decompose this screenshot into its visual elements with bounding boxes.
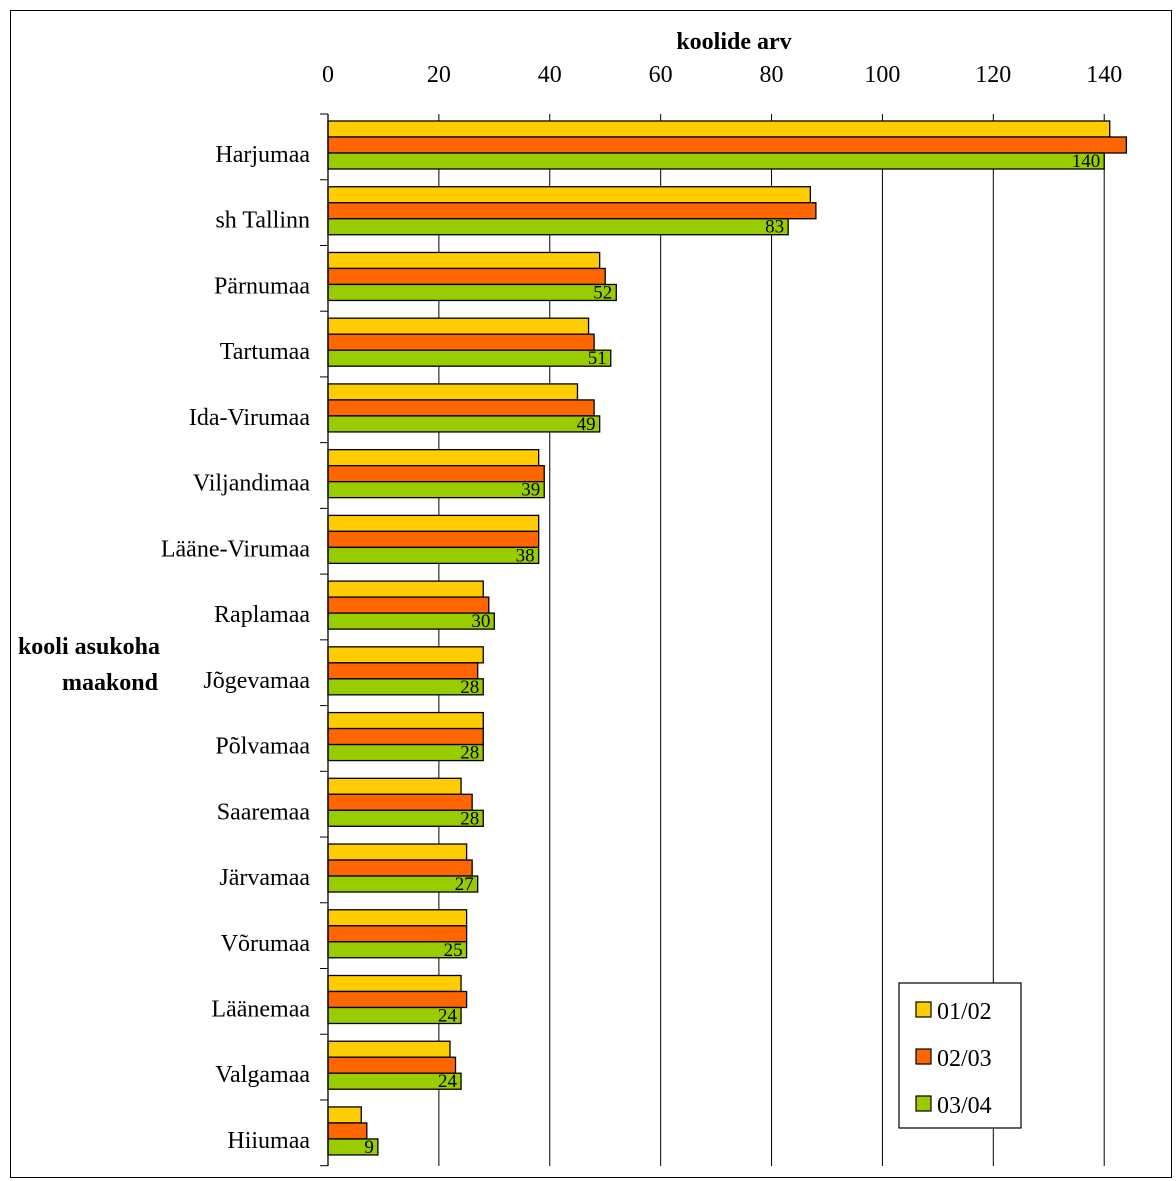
category-label: Viljandimaa bbox=[193, 471, 311, 497]
bar-01-02 bbox=[327, 711, 484, 730]
bar-03-04 bbox=[327, 546, 540, 565]
category-label: Saaremaa bbox=[217, 799, 311, 825]
category-label: Läänemaa bbox=[211, 996, 310, 1022]
y-axis-title-line1: kooli asukoha bbox=[18, 634, 160, 660]
bar-02-03 bbox=[327, 793, 473, 811]
bar-01-02 bbox=[327, 646, 484, 664]
bar-01-02 bbox=[327, 1106, 362, 1124]
x-tick-label: 100 bbox=[864, 62, 900, 88]
bar-01-02 bbox=[327, 777, 462, 795]
category-label: Raplamaa bbox=[214, 602, 310, 628]
y-axis-title-line2: maakond bbox=[62, 670, 159, 696]
bar-03-04 bbox=[327, 415, 601, 433]
legend-swatch bbox=[915, 1048, 932, 1065]
category-label: Pärnumaa bbox=[214, 273, 310, 299]
data-label: 28 bbox=[460, 677, 479, 698]
bar-02-03 bbox=[327, 464, 545, 483]
legend-label: 01/02 bbox=[937, 999, 992, 1025]
bar-01-02 bbox=[327, 120, 1111, 138]
bar-03-04 bbox=[327, 349, 612, 367]
bar-01-02 bbox=[327, 383, 579, 401]
x-tick-label: 40 bbox=[538, 62, 562, 88]
data-label: 39 bbox=[521, 480, 540, 501]
bar-01-02 bbox=[327, 186, 811, 204]
category-label: Hiiumaa bbox=[227, 1128, 310, 1154]
bar-01-02 bbox=[327, 514, 540, 533]
category-label: Ida-Virumaa bbox=[189, 405, 311, 431]
x-tick-label: 60 bbox=[649, 62, 673, 88]
legend-label: 03/04 bbox=[937, 1093, 992, 1119]
bar-03-04 bbox=[327, 283, 617, 302]
category-label: Võrumaa bbox=[221, 931, 311, 957]
legend-swatch bbox=[915, 1001, 932, 1018]
data-label: 83 bbox=[765, 217, 784, 238]
category-label: Jõgevamaa bbox=[203, 668, 310, 694]
legend-swatch bbox=[915, 1095, 932, 1112]
x-tick-label: 80 bbox=[760, 62, 784, 88]
bar-03-04 bbox=[327, 480, 545, 499]
category-label: Põlvamaa bbox=[215, 734, 310, 760]
bar-02-03 bbox=[327, 267, 606, 286]
category-label: Lääne-Virumaa bbox=[161, 536, 310, 562]
category-label: sh Tallinn bbox=[215, 208, 310, 234]
bar-02-03 bbox=[327, 596, 490, 614]
bar-01-02 bbox=[327, 317, 590, 335]
category-label: Harjumaa bbox=[215, 142, 310, 168]
data-label: 24 bbox=[438, 1071, 458, 1092]
data-label: 9 bbox=[364, 1137, 374, 1158]
x-tick-label: 0 bbox=[322, 62, 334, 88]
data-label: 27 bbox=[455, 874, 474, 895]
data-label: 28 bbox=[460, 743, 479, 764]
data-label: 140 bbox=[1072, 151, 1101, 172]
bar-03-04 bbox=[327, 218, 789, 236]
x-tick-label: 20 bbox=[427, 62, 451, 88]
bar-02-03 bbox=[327, 399, 595, 417]
x-tick-label: 120 bbox=[975, 62, 1011, 88]
bar-02-03 bbox=[327, 136, 1128, 154]
x-axis-title: koolide arv bbox=[676, 29, 791, 55]
data-label: 52 bbox=[593, 282, 612, 303]
bar-02-03 bbox=[327, 530, 540, 549]
data-label: 38 bbox=[516, 545, 535, 566]
bar-02-03 bbox=[327, 859, 473, 877]
bar-02-03 bbox=[327, 1056, 457, 1074]
bar-01-02 bbox=[327, 251, 601, 270]
bar-02-03 bbox=[327, 202, 817, 220]
category-label: Tartumaa bbox=[220, 339, 311, 365]
category-label: Valgamaa bbox=[215, 1062, 310, 1088]
legend-label: 02/03 bbox=[937, 1046, 992, 1072]
bar-02-03 bbox=[327, 1122, 368, 1140]
bar-01-02 bbox=[327, 580, 484, 598]
bar-01-02 bbox=[327, 1040, 451, 1058]
data-label: 49 bbox=[577, 414, 596, 435]
bar-02-03 bbox=[327, 662, 479, 680]
data-label: 24 bbox=[438, 1005, 458, 1026]
bar-02-03 bbox=[327, 333, 595, 351]
bar-01-02 bbox=[327, 909, 468, 927]
data-label: 28 bbox=[460, 808, 479, 829]
data-label: 30 bbox=[471, 611, 490, 632]
category-label: Järvamaa bbox=[219, 865, 310, 891]
data-label: 51 bbox=[588, 348, 607, 369]
data-label: 25 bbox=[444, 940, 463, 961]
bar-01-02 bbox=[327, 843, 468, 861]
bar-03-04 bbox=[327, 152, 1105, 170]
bar-03-04 bbox=[327, 612, 495, 630]
bar-01-02 bbox=[327, 974, 462, 993]
x-tick-label: 140 bbox=[1086, 62, 1122, 88]
bar-01-02 bbox=[327, 448, 540, 467]
